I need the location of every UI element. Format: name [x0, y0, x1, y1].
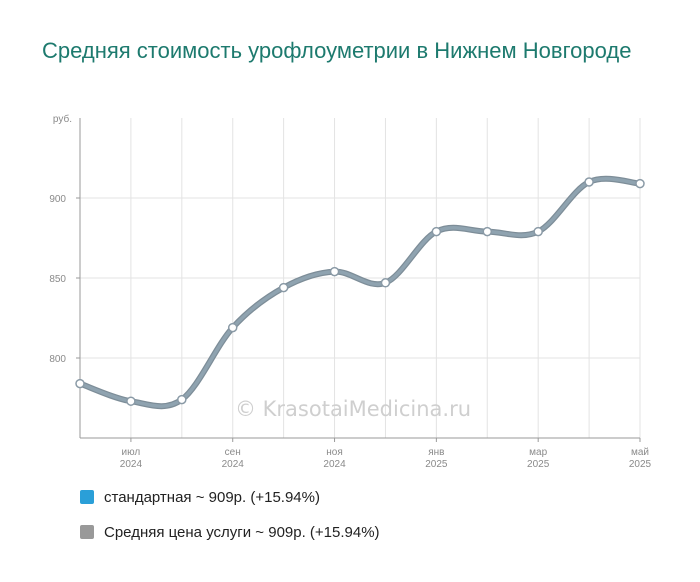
x-tick-label-month: сен	[225, 447, 241, 458]
data-point	[431, 226, 442, 237]
x-tick-label-year: 2025	[629, 459, 652, 470]
series-line-shadow	[77, 175, 643, 410]
watermark: © KrasotaiMedicina.ru	[235, 397, 471, 421]
y-tick-label: 800	[49, 354, 66, 365]
data-point	[584, 177, 594, 187]
chart-legend: стандартная ~ 909р. (+15.94%) Средняя це…	[80, 488, 380, 558]
x-tick-label-month: ноя	[326, 447, 343, 458]
data-point	[380, 278, 391, 288]
legend-swatch-average-price	[80, 525, 94, 539]
legend-item-standard[interactable]: стандартная ~ 909р. (+15.94%)	[80, 488, 380, 506]
legend-label-standard: стандартная ~ 909р. (+15.94%)	[104, 488, 320, 506]
y-tick-label: 850	[49, 274, 66, 285]
legend-swatch-standard	[80, 490, 94, 504]
y-tick-label: 900	[49, 194, 66, 205]
x-tick-label-month: мар	[529, 447, 547, 458]
data-point	[635, 178, 645, 189]
data-point	[482, 226, 493, 237]
x-tick-label-month: май	[631, 447, 649, 458]
data-point	[329, 266, 340, 277]
grid-lines	[80, 118, 641, 438]
data-point	[75, 378, 85, 389]
y-axis-unit-label: руб.	[53, 113, 72, 125]
x-tick-label-year: 2025	[527, 459, 550, 470]
tick-labels: 800850900руб.июл2024сен2024ноя2024янв202…	[49, 113, 651, 470]
data-point	[126, 396, 136, 406]
legend-item-average-price[interactable]: Средняя цена услуги ~ 909р. (+15.94%)	[80, 523, 380, 541]
x-tick-label-year: 2024	[120, 459, 143, 470]
data-point	[227, 322, 238, 333]
data-point	[177, 394, 187, 405]
chart-title: Средняя стоимость урофлоуметрии в Нижнем…	[42, 38, 632, 63]
series-lines	[77, 175, 643, 410]
data-point	[533, 226, 543, 237]
x-tick-label-month: июл	[122, 447, 141, 458]
x-tick-label-year: 2024	[323, 459, 346, 470]
data-points	[75, 177, 645, 406]
x-tick-label-year: 2025	[425, 459, 448, 470]
legend-label-average-price: Средняя цена услуги ~ 909р. (+15.94%)	[104, 523, 380, 541]
data-point	[278, 282, 289, 293]
x-tick-label-year: 2024	[222, 459, 245, 470]
x-tick-label-month: янв	[428, 447, 444, 458]
